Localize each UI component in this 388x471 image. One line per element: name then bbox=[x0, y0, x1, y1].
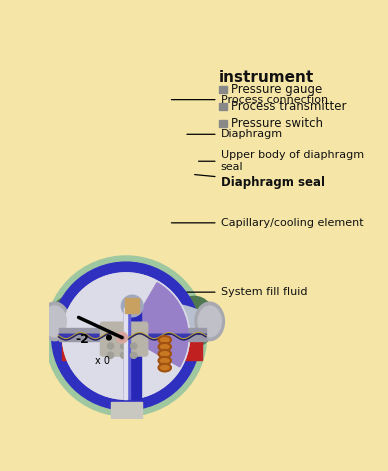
Circle shape bbox=[62, 273, 190, 399]
Circle shape bbox=[120, 335, 125, 340]
Ellipse shape bbox=[40, 302, 69, 341]
FancyBboxPatch shape bbox=[124, 308, 141, 399]
Circle shape bbox=[131, 343, 137, 349]
Text: Upper body of diaphragm
seal: Upper body of diaphragm seal bbox=[199, 150, 364, 172]
Circle shape bbox=[117, 332, 128, 343]
FancyBboxPatch shape bbox=[117, 360, 148, 389]
FancyBboxPatch shape bbox=[125, 308, 130, 399]
Ellipse shape bbox=[159, 357, 171, 365]
Ellipse shape bbox=[159, 336, 171, 344]
Text: System fill fluid: System fill fluid bbox=[187, 287, 307, 297]
FancyBboxPatch shape bbox=[219, 120, 227, 127]
FancyBboxPatch shape bbox=[219, 103, 227, 110]
Text: -2: -2 bbox=[76, 333, 90, 346]
Ellipse shape bbox=[198, 306, 221, 337]
Ellipse shape bbox=[159, 350, 171, 357]
Circle shape bbox=[62, 273, 190, 399]
Ellipse shape bbox=[195, 302, 224, 341]
Text: Pressure switch: Pressure switch bbox=[230, 117, 323, 130]
Circle shape bbox=[131, 352, 137, 358]
Circle shape bbox=[107, 343, 114, 349]
FancyBboxPatch shape bbox=[100, 322, 148, 356]
Text: Process transmitter: Process transmitter bbox=[230, 100, 346, 113]
FancyBboxPatch shape bbox=[219, 86, 227, 93]
Ellipse shape bbox=[43, 306, 66, 337]
FancyBboxPatch shape bbox=[125, 308, 127, 399]
Text: Diaphragm seal: Diaphragm seal bbox=[195, 175, 324, 188]
Circle shape bbox=[107, 352, 114, 358]
Wedge shape bbox=[126, 283, 188, 367]
Ellipse shape bbox=[159, 364, 171, 372]
Ellipse shape bbox=[49, 296, 92, 347]
Text: Capillary/cooling element: Capillary/cooling element bbox=[171, 218, 363, 228]
FancyBboxPatch shape bbox=[111, 402, 142, 429]
Circle shape bbox=[121, 343, 127, 349]
Text: instrument: instrument bbox=[219, 70, 314, 85]
Text: Pressure gauge: Pressure gauge bbox=[230, 83, 322, 96]
Circle shape bbox=[121, 352, 127, 358]
FancyBboxPatch shape bbox=[125, 298, 139, 313]
Circle shape bbox=[45, 256, 206, 416]
Ellipse shape bbox=[173, 296, 215, 347]
Ellipse shape bbox=[55, 300, 210, 342]
Circle shape bbox=[121, 295, 143, 317]
Ellipse shape bbox=[159, 343, 171, 351]
Text: Diaphragm: Diaphragm bbox=[187, 130, 283, 139]
Circle shape bbox=[107, 335, 111, 340]
Text: x 0: x 0 bbox=[95, 356, 110, 365]
Text: Process connection: Process connection bbox=[171, 95, 328, 105]
FancyBboxPatch shape bbox=[59, 328, 206, 341]
FancyBboxPatch shape bbox=[62, 341, 202, 360]
Circle shape bbox=[52, 262, 200, 410]
